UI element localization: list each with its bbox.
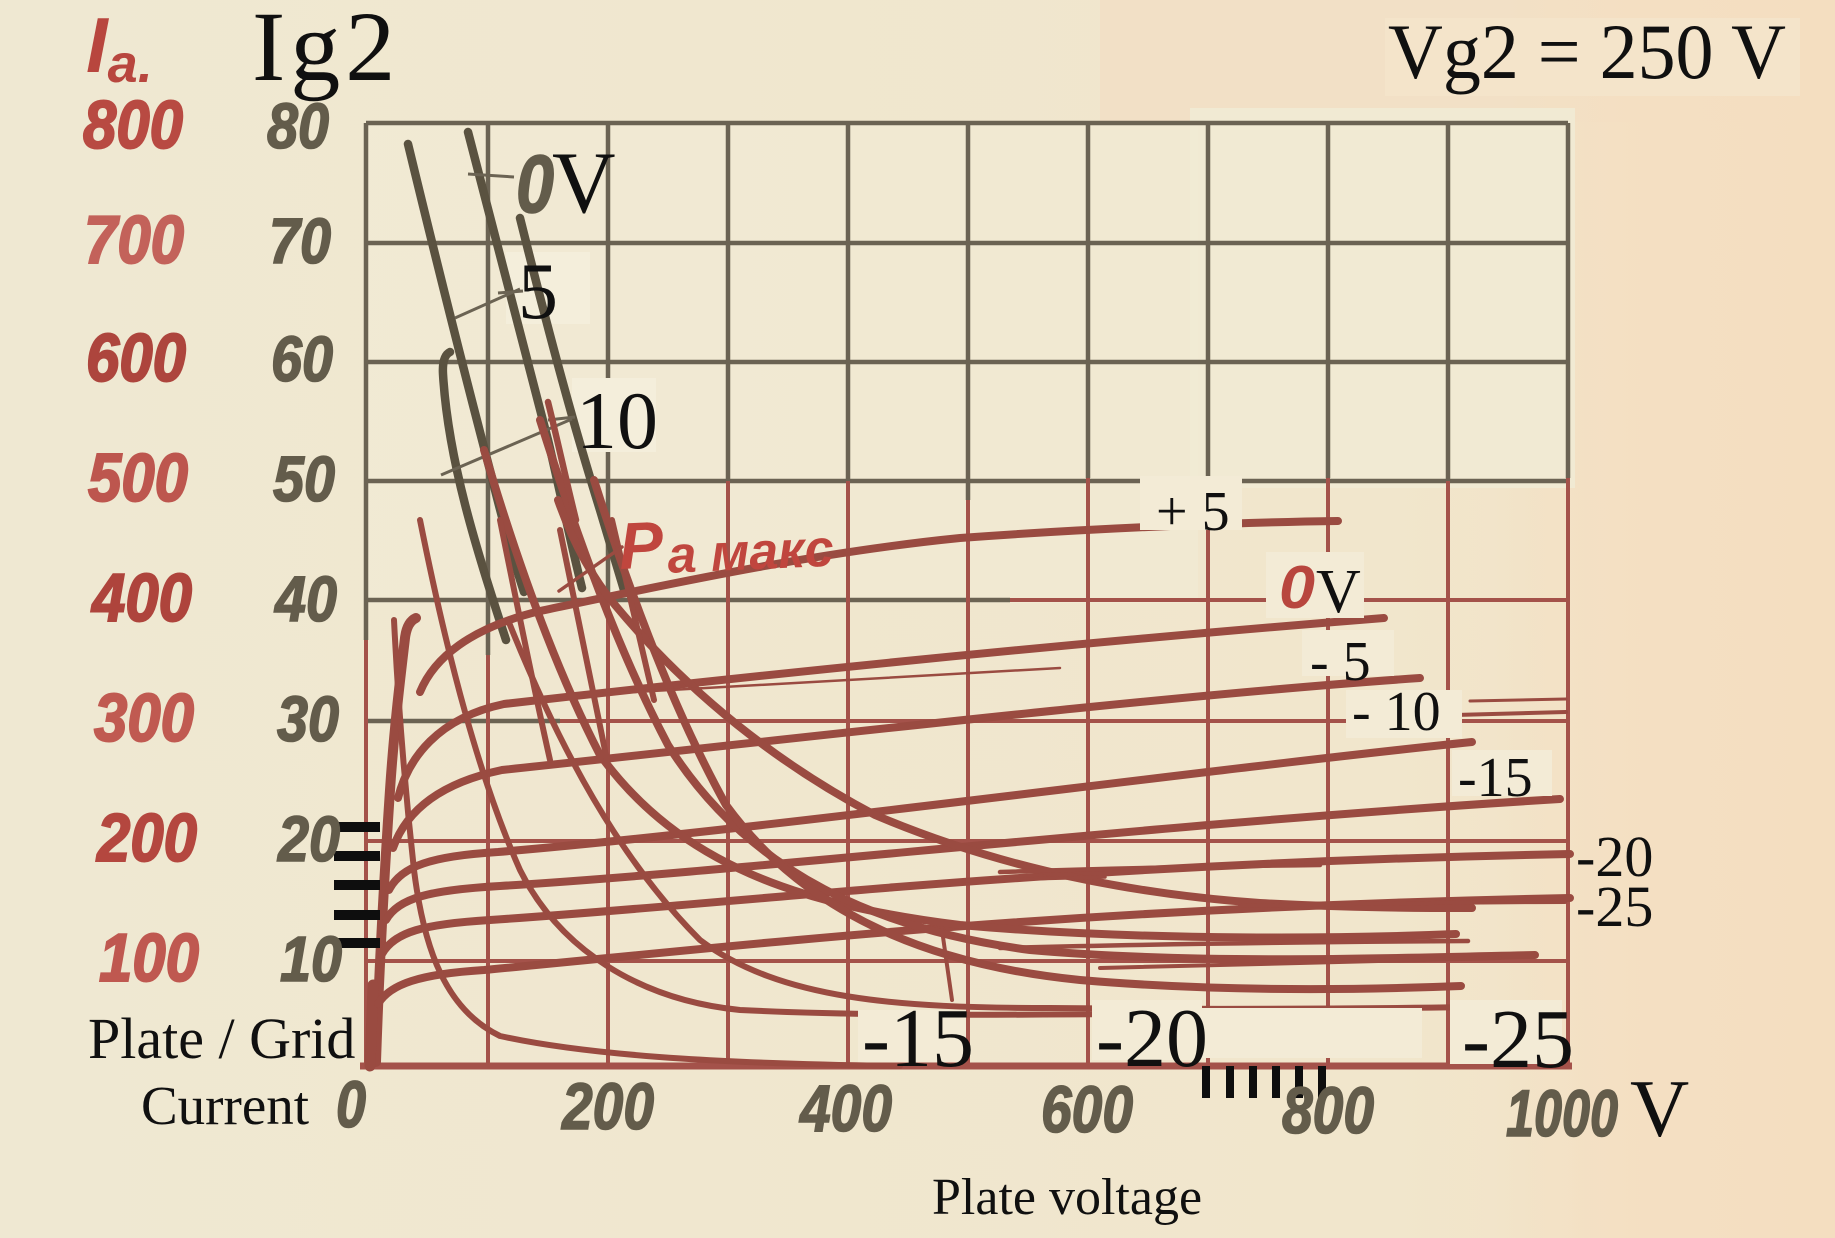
svg-text:80: 80 xyxy=(267,90,329,162)
svg-text:-25: -25 xyxy=(1576,874,1653,939)
svg-text:V: V xyxy=(1630,1063,1689,1154)
svg-text:5: 5 xyxy=(518,248,558,336)
svg-text:300: 300 xyxy=(94,680,194,756)
svg-text:40: 40 xyxy=(273,563,337,635)
svg-text:Plate voltage: Plate voltage xyxy=(932,1169,1202,1226)
svg-text:Plate / Grid: Plate / Grid xyxy=(88,1006,355,1071)
svg-text:10: 10 xyxy=(280,923,342,995)
svg-text:Ig2: Ig2 xyxy=(252,0,400,102)
svg-text:V: V xyxy=(1316,558,1361,626)
svg-text:0: 0 xyxy=(336,1067,366,1141)
svg-text:500: 500 xyxy=(88,440,188,516)
svg-text:-20: -20 xyxy=(1096,992,1208,1085)
svg-text:50: 50 xyxy=(273,443,335,515)
svg-text:200: 200 xyxy=(95,800,197,876)
svg-text:700: 700 xyxy=(84,202,184,278)
svg-text:Current: Current xyxy=(141,1075,309,1136)
svg-text:- 10: - 10 xyxy=(1352,681,1441,743)
svg-text:20: 20 xyxy=(277,803,340,875)
svg-text:-15: -15 xyxy=(862,992,974,1085)
svg-text:0: 0 xyxy=(516,139,554,230)
svg-text:800: 800 xyxy=(83,87,183,163)
svg-text:60: 60 xyxy=(271,323,333,395)
svg-text:V: V xyxy=(552,135,616,232)
svg-text:200: 200 xyxy=(560,1069,654,1143)
svg-text:100: 100 xyxy=(99,920,199,996)
svg-text:0: 0 xyxy=(1279,554,1315,621)
svg-text:30: 30 xyxy=(277,683,339,755)
svg-text:400: 400 xyxy=(90,560,192,636)
svg-text:-15: -15 xyxy=(1458,747,1533,809)
svg-text:Vg2 = 250 V: Vg2 = 250 V xyxy=(1388,8,1786,95)
svg-text:400: 400 xyxy=(798,1071,892,1145)
svg-text:800: 800 xyxy=(1282,1073,1374,1147)
svg-text:-20: -20 xyxy=(1576,824,1653,889)
svg-text:600: 600 xyxy=(86,320,186,396)
svg-text:70: 70 xyxy=(269,205,331,277)
svg-text:+ 5: + 5 xyxy=(1156,481,1230,543)
svg-text:- 5: - 5 xyxy=(1310,631,1371,693)
svg-text:10: 10 xyxy=(576,375,658,466)
svg-text:1000: 1000 xyxy=(1506,1076,1618,1150)
svg-text:-25: -25 xyxy=(1462,993,1574,1086)
svg-text:600: 600 xyxy=(1041,1072,1133,1146)
